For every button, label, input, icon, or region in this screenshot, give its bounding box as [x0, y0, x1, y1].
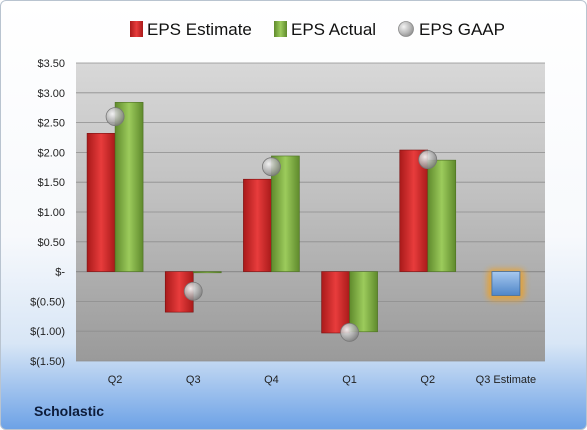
y-tick-label: $0.50: [37, 237, 65, 249]
x-tick-label: Q4: [264, 374, 279, 386]
y-tick-label: $3.00: [37, 88, 65, 100]
legend-item-eps-estimate: EPS Estimate: [130, 20, 252, 39]
eps-gaap-marker: [418, 150, 438, 169]
y-tick-label: $2.50: [37, 118, 65, 130]
x-tick-label: Q3 Estimate: [476, 374, 537, 386]
eps-estimate-bar: [86, 133, 116, 272]
eps-actual-bar: [427, 159, 457, 272]
x-tick-label: Q3: [186, 374, 201, 386]
x-tick-label: Q2: [108, 374, 123, 386]
eps-estimate-bar: [321, 271, 350, 334]
next-estimate-bar: [491, 271, 521, 296]
eps-gaap-marker: [183, 281, 203, 301]
legend-item-eps-gaap: EPS GAAP: [398, 20, 505, 39]
y-tick-label: $1.00: [37, 207, 65, 219]
eps-actual-bar: [271, 155, 300, 272]
y-tick-label: $-: [55, 267, 65, 279]
eps-gaap-marker: [262, 157, 281, 177]
eps-actual-bar: [349, 271, 378, 333]
bars: [86, 102, 525, 334]
y-tick-label: $3.50: [37, 58, 65, 70]
eps-gaap-marker: [105, 107, 125, 127]
legend-label-eps-estimate: EPS Estimate: [147, 20, 252, 39]
company-name: Scholastic: [34, 403, 105, 419]
y-tick-label: $1.50: [37, 177, 65, 189]
y-tick-label: $(1.00): [30, 326, 65, 338]
legend-swatch-eps-gaap: [398, 21, 414, 37]
eps-gaap-marker: [340, 322, 359, 342]
eps-estimate-bar: [399, 149, 429, 272]
legend-swatch-eps-estimate: [130, 21, 143, 37]
eps-estimate-bar: [243, 178, 272, 272]
y-axis-tick-labels: $3.50 $3.00 $2.50 $2.00 $1.50 $1.00 $0.50 $- $(0…: [30, 58, 65, 368]
legend-item-eps-actual: EPS Actual: [274, 20, 376, 39]
legend: EPS Estimate EPS Actual EPS GAAP: [130, 20, 505, 39]
x-axis-tick-labels: Q2 Q3 Q4 Q1 Q2 Q3 Estimate: [108, 374, 536, 386]
legend-label-eps-gaap: EPS GAAP: [419, 20, 505, 39]
gaap-markers: [105, 107, 438, 342]
eps-actual-bar: [192, 271, 222, 274]
y-tick-label: $(1.50): [30, 356, 65, 368]
gridlines: [76, 62, 545, 362]
y-tick-label: $(0.50): [30, 296, 65, 308]
y-tick-label: $2.00: [37, 147, 65, 159]
legend-label-eps-actual: EPS Actual: [291, 20, 376, 39]
x-tick-label: Q2: [420, 374, 435, 386]
x-tick-label: Q1: [342, 374, 357, 386]
eps-actual-bar: [114, 102, 144, 272]
legend-swatch-eps-actual: [274, 21, 287, 37]
